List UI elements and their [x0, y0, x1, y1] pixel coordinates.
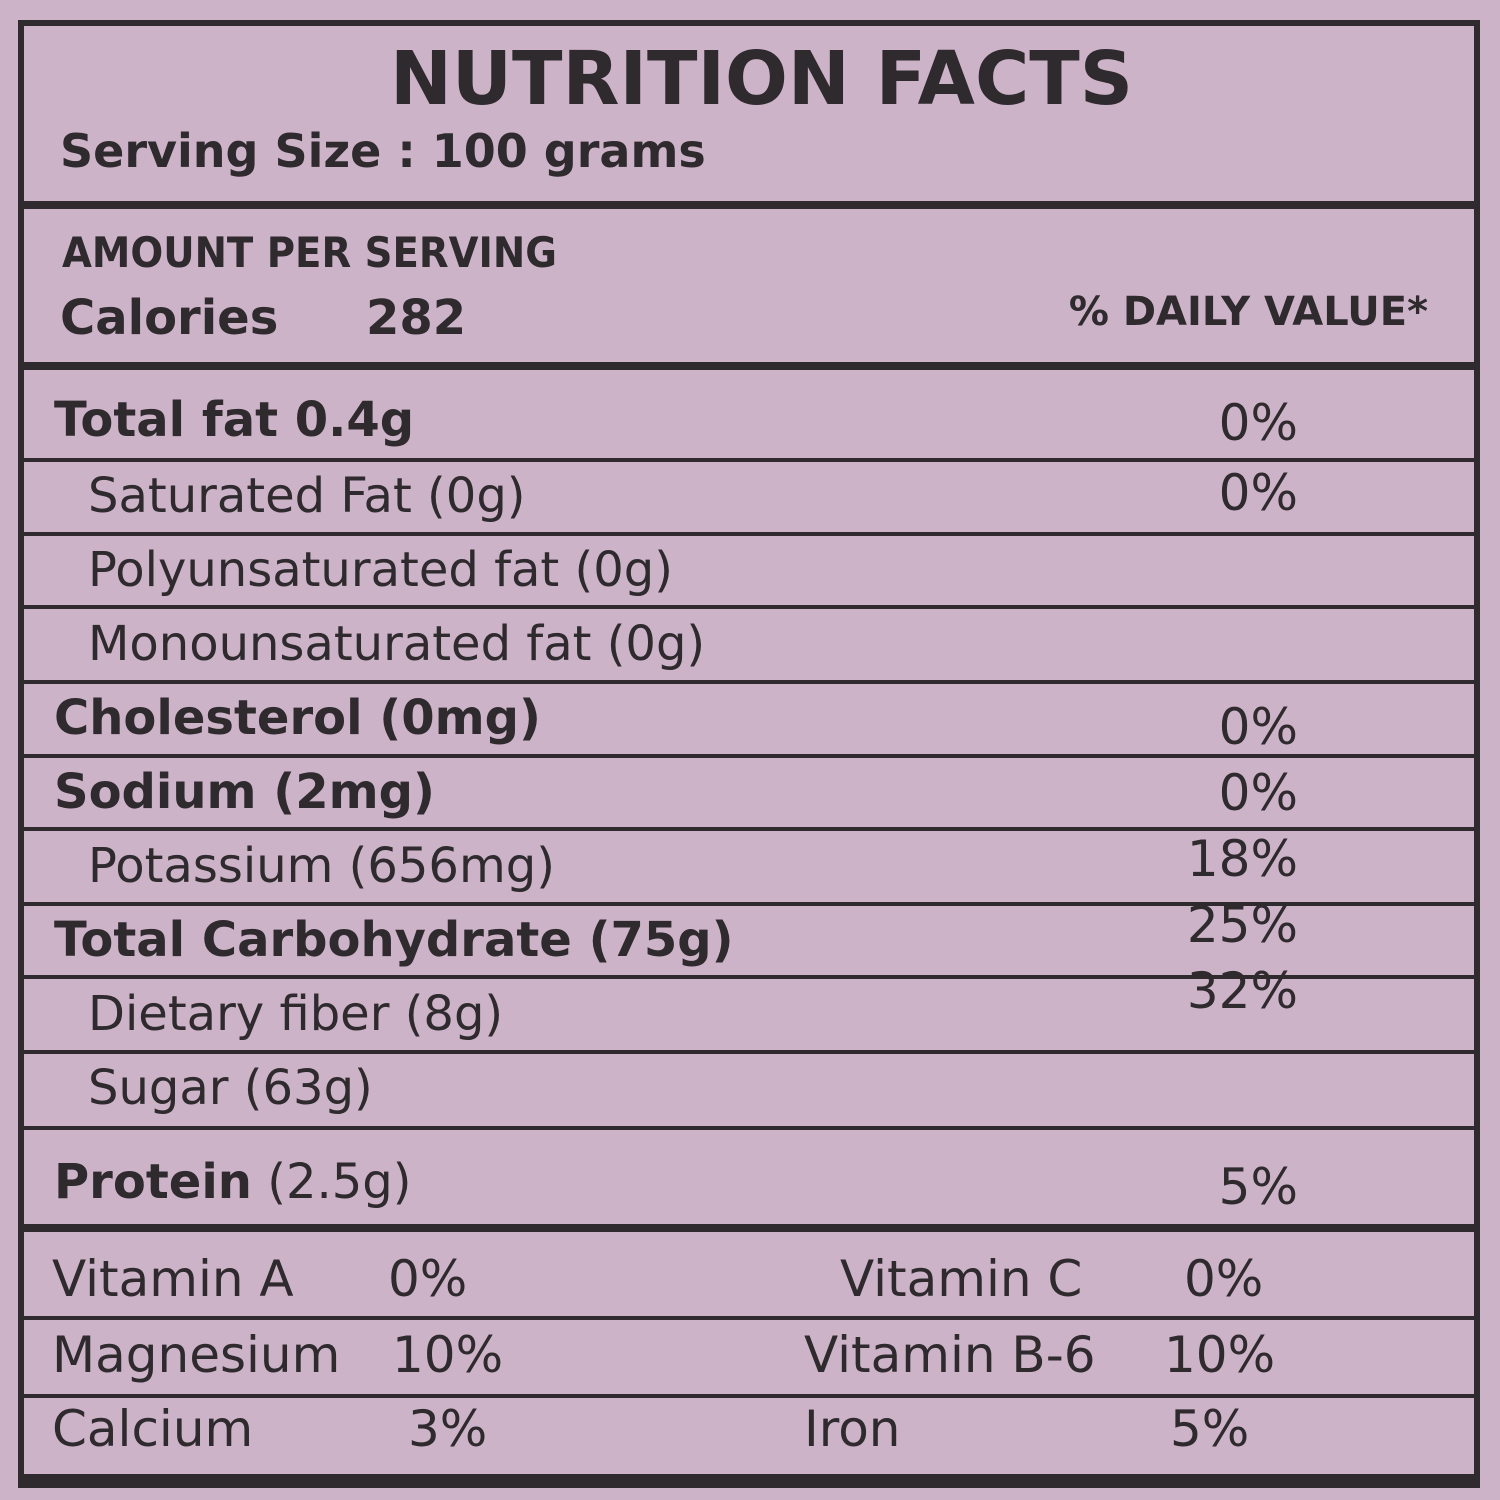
divider — [22, 827, 1474, 831]
magnesium-value: 10% — [392, 1326, 504, 1384]
protein-amount: (2.5g) — [267, 1154, 412, 1210]
divider — [22, 680, 1474, 684]
vitamin-b6-value: 10% — [1164, 1326, 1276, 1384]
dv-protein: 5% — [1218, 1158, 1298, 1216]
divider — [22, 1126, 1474, 1130]
divider — [22, 975, 1474, 979]
vitamin-c-value: 0% — [1184, 1250, 1264, 1308]
divider — [22, 754, 1474, 758]
divider — [22, 902, 1474, 906]
nutrient-sodium: Sodium (2mg) — [54, 764, 435, 820]
dv-total-carbohydrate: 25% — [1186, 896, 1298, 954]
nutrient-total-fat: Total fat 0.4g — [54, 392, 415, 448]
dv-potassium: 18% — [1186, 830, 1298, 888]
dv-total-fat: 0% — [1218, 394, 1298, 452]
calcium-value: 3% — [408, 1400, 488, 1458]
nutrient-sugar: Sugar (63g) — [88, 1060, 373, 1116]
dv-dietary-fiber: 32% — [1186, 962, 1298, 1020]
divider — [22, 201, 1474, 209]
divider — [22, 362, 1474, 370]
nutrient-polyunsaturated-fat: Polyunsaturated fat (0g) — [88, 542, 673, 598]
nutrient-monounsaturated-fat: Monounsaturated fat (0g) — [88, 616, 706, 672]
divider — [22, 1394, 1474, 1398]
divider — [22, 605, 1474, 609]
divider — [22, 1316, 1474, 1320]
nutrient-saturated-fat: Saturated Fat (0g) — [88, 468, 526, 524]
dv-sodium: 0% — [1218, 764, 1298, 822]
calories-value: 282 — [366, 290, 467, 346]
label-border — [18, 20, 1480, 1488]
daily-value-header: % DAILY VALUE* — [1068, 289, 1428, 335]
dv-saturated-fat: 0% — [1218, 464, 1298, 522]
iron-label: Iron — [804, 1400, 901, 1458]
nutrient-dietary-fiber: Dietary fiber (8g) — [88, 986, 504, 1042]
magnesium-label: Magnesium — [52, 1326, 341, 1384]
title: NUTRITION FACTS — [390, 36, 1134, 122]
vitamin-a-label: Vitamin A — [52, 1250, 294, 1308]
amount-per-serving: AMOUNT PER SERVING — [62, 228, 557, 277]
divider — [22, 1050, 1474, 1054]
iron-value: 5% — [1170, 1400, 1250, 1458]
protein-label: Protein — [54, 1154, 252, 1210]
divider — [22, 1224, 1474, 1232]
divider — [22, 532, 1474, 536]
vitamin-b6-label: Vitamin B-6 — [804, 1326, 1096, 1384]
nutrient-protein: Protein (2.5g) — [54, 1158, 411, 1206]
divider — [22, 458, 1474, 462]
nutrient-total-carbohydrate: Total Carbohydrate (75g) — [54, 912, 734, 968]
calories-label: Calories — [60, 290, 279, 346]
dv-cholesterol: 0% — [1218, 698, 1298, 756]
nutrient-potassium: Potassium (656mg) — [88, 838, 555, 894]
vitamin-a-value: 0% — [388, 1250, 468, 1308]
calcium-label: Calcium — [52, 1400, 254, 1458]
serving-size: Serving Size : 100 grams — [60, 124, 706, 178]
nutrient-cholesterol: Cholesterol (0mg) — [54, 690, 541, 746]
vitamin-c-label: Vitamin C — [840, 1250, 1083, 1308]
